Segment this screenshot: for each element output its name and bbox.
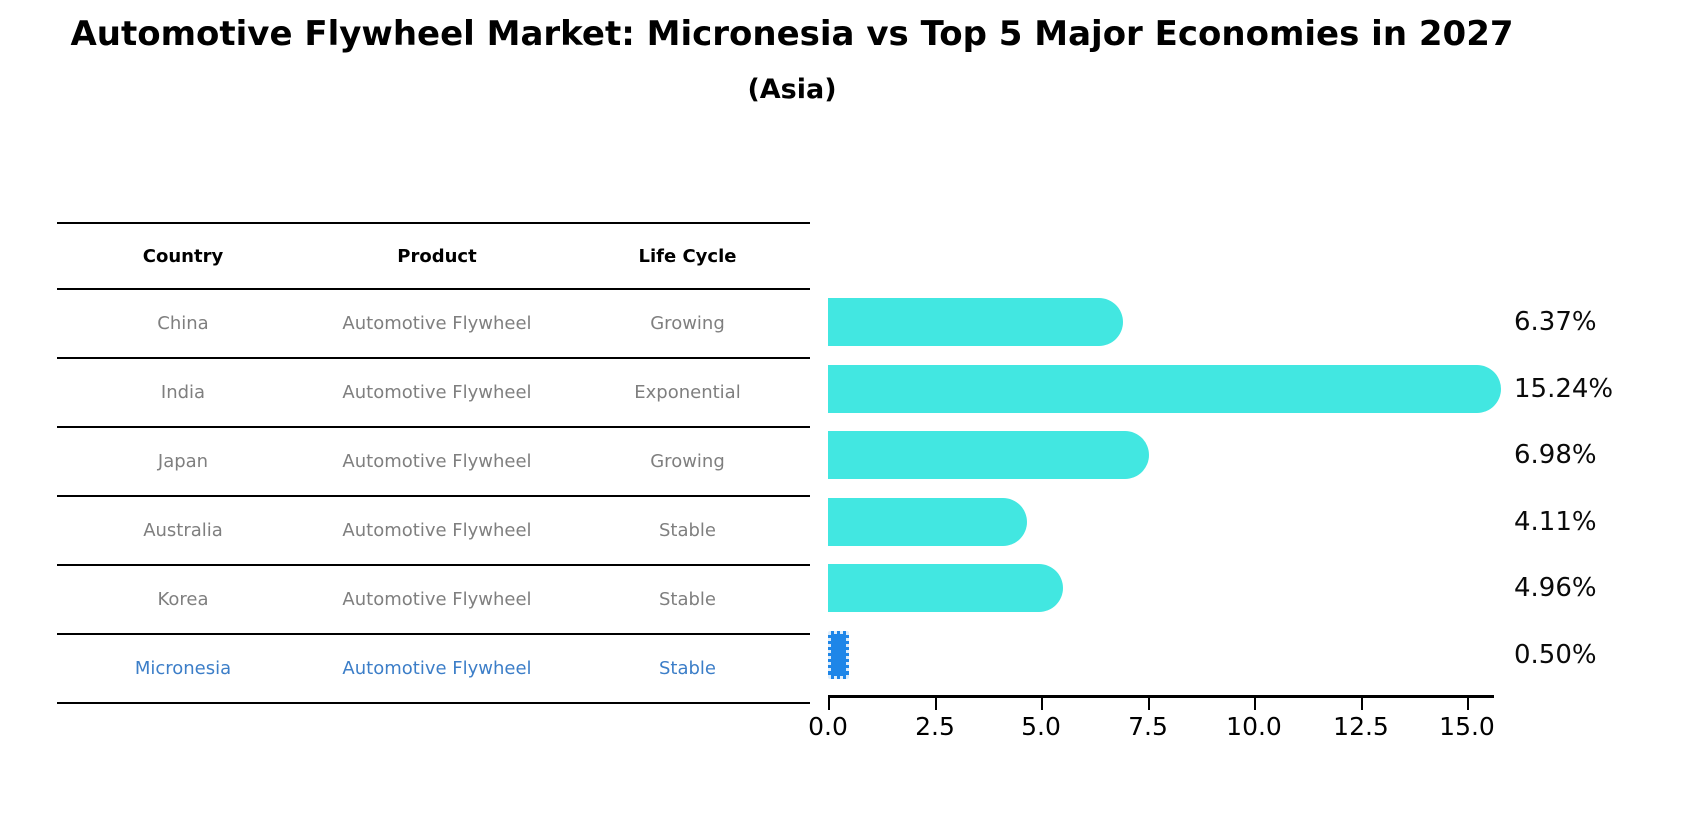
- x-axis-tick: [1254, 698, 1256, 710]
- table-header-0: Country: [142, 245, 224, 267]
- table-row-india: India Automotive Flywheel Exponential: [57, 359, 810, 428]
- bar-india: [828, 365, 1501, 413]
- chart-title: Automotive Flywheel Market: Micronesia v…: [70, 14, 1514, 54]
- table-cell: Automotive Flywheel: [342, 382, 532, 403]
- table-cell: Stable: [658, 520, 716, 541]
- value-label-australia: 4.11%: [1514, 507, 1597, 537]
- table-cell: Japan: [157, 451, 209, 472]
- table-row-japan: Japan Automotive Flywheel Growing: [57, 428, 810, 497]
- value-label-korea: 4.96%: [1514, 573, 1597, 603]
- table-cell: Automotive Flywheel: [342, 451, 532, 472]
- table-cell: Automotive Flywheel: [342, 313, 532, 334]
- chart-subtitle: (Asia): [747, 74, 837, 105]
- x-axis-tick: [828, 698, 830, 710]
- x-axis-tick: [1467, 698, 1469, 710]
- table-row-micronesia: Micronesia Automotive Flywheel Stable: [57, 635, 810, 704]
- x-axis-tick-label: 15.0: [1439, 712, 1495, 741]
- bar-korea: [828, 564, 1063, 612]
- value-label-japan: 6.98%: [1514, 440, 1597, 470]
- table-row-china: China Automotive Flywheel Growing: [57, 290, 810, 359]
- table-row-australia: Australia Automotive Flywheel Stable: [57, 497, 810, 566]
- bar-japan: [828, 431, 1149, 479]
- table-cell: Growing: [650, 313, 725, 334]
- bar-micronesia: [828, 631, 849, 679]
- table-cell: Automotive Flywheel: [342, 589, 532, 610]
- x-axis-tick-label: 12.5: [1333, 712, 1389, 741]
- table-cell: Australia: [143, 520, 223, 541]
- table-body: China Automotive Flywheel Growing India Auto…: [57, 290, 810, 704]
- table-cell: Growing: [650, 451, 725, 472]
- x-axis-tick-label: 0.0: [808, 712, 848, 741]
- table-cell: India: [160, 382, 206, 403]
- table-cell: Exponential: [634, 382, 741, 403]
- table-cell: Automotive Flywheel: [342, 520, 532, 541]
- x-axis-tick-label: 5.0: [1021, 712, 1061, 741]
- country-table: Country Product Life Cycle China Automotive…: [57, 222, 810, 704]
- x-axis-tick-label: 10.0: [1226, 712, 1282, 741]
- table-cell: Stable: [658, 658, 716, 679]
- value-label-micronesia: 0.50%: [1514, 640, 1597, 670]
- table-cell: China: [157, 313, 209, 334]
- table-header-1: Product: [397, 245, 477, 267]
- table-cell: Korea: [157, 589, 209, 610]
- table-row-korea: Korea Automotive Flywheel Stable: [57, 566, 810, 635]
- x-axis-tick-label: 7.5: [1128, 712, 1168, 741]
- x-axis-line: [828, 695, 1494, 698]
- x-axis-tick: [1041, 698, 1043, 710]
- table-cell: Automotive Flywheel: [342, 658, 532, 679]
- x-axis-tick: [1361, 698, 1363, 710]
- value-label-india: 15.24%: [1514, 374, 1614, 404]
- table-cell: Stable: [658, 589, 716, 610]
- value-label-china: 6.37%: [1514, 307, 1597, 337]
- bar-china: [828, 298, 1123, 346]
- table-cell: Micronesia: [134, 658, 232, 679]
- bar-australia: [828, 498, 1027, 546]
- x-axis-tick-label: 2.5: [915, 712, 955, 741]
- x-axis-tick: [935, 698, 937, 710]
- x-axis-tick: [1148, 698, 1150, 710]
- table-header-row: Country Product Life Cycle: [57, 222, 810, 290]
- table-header-2: Life Cycle: [638, 245, 737, 267]
